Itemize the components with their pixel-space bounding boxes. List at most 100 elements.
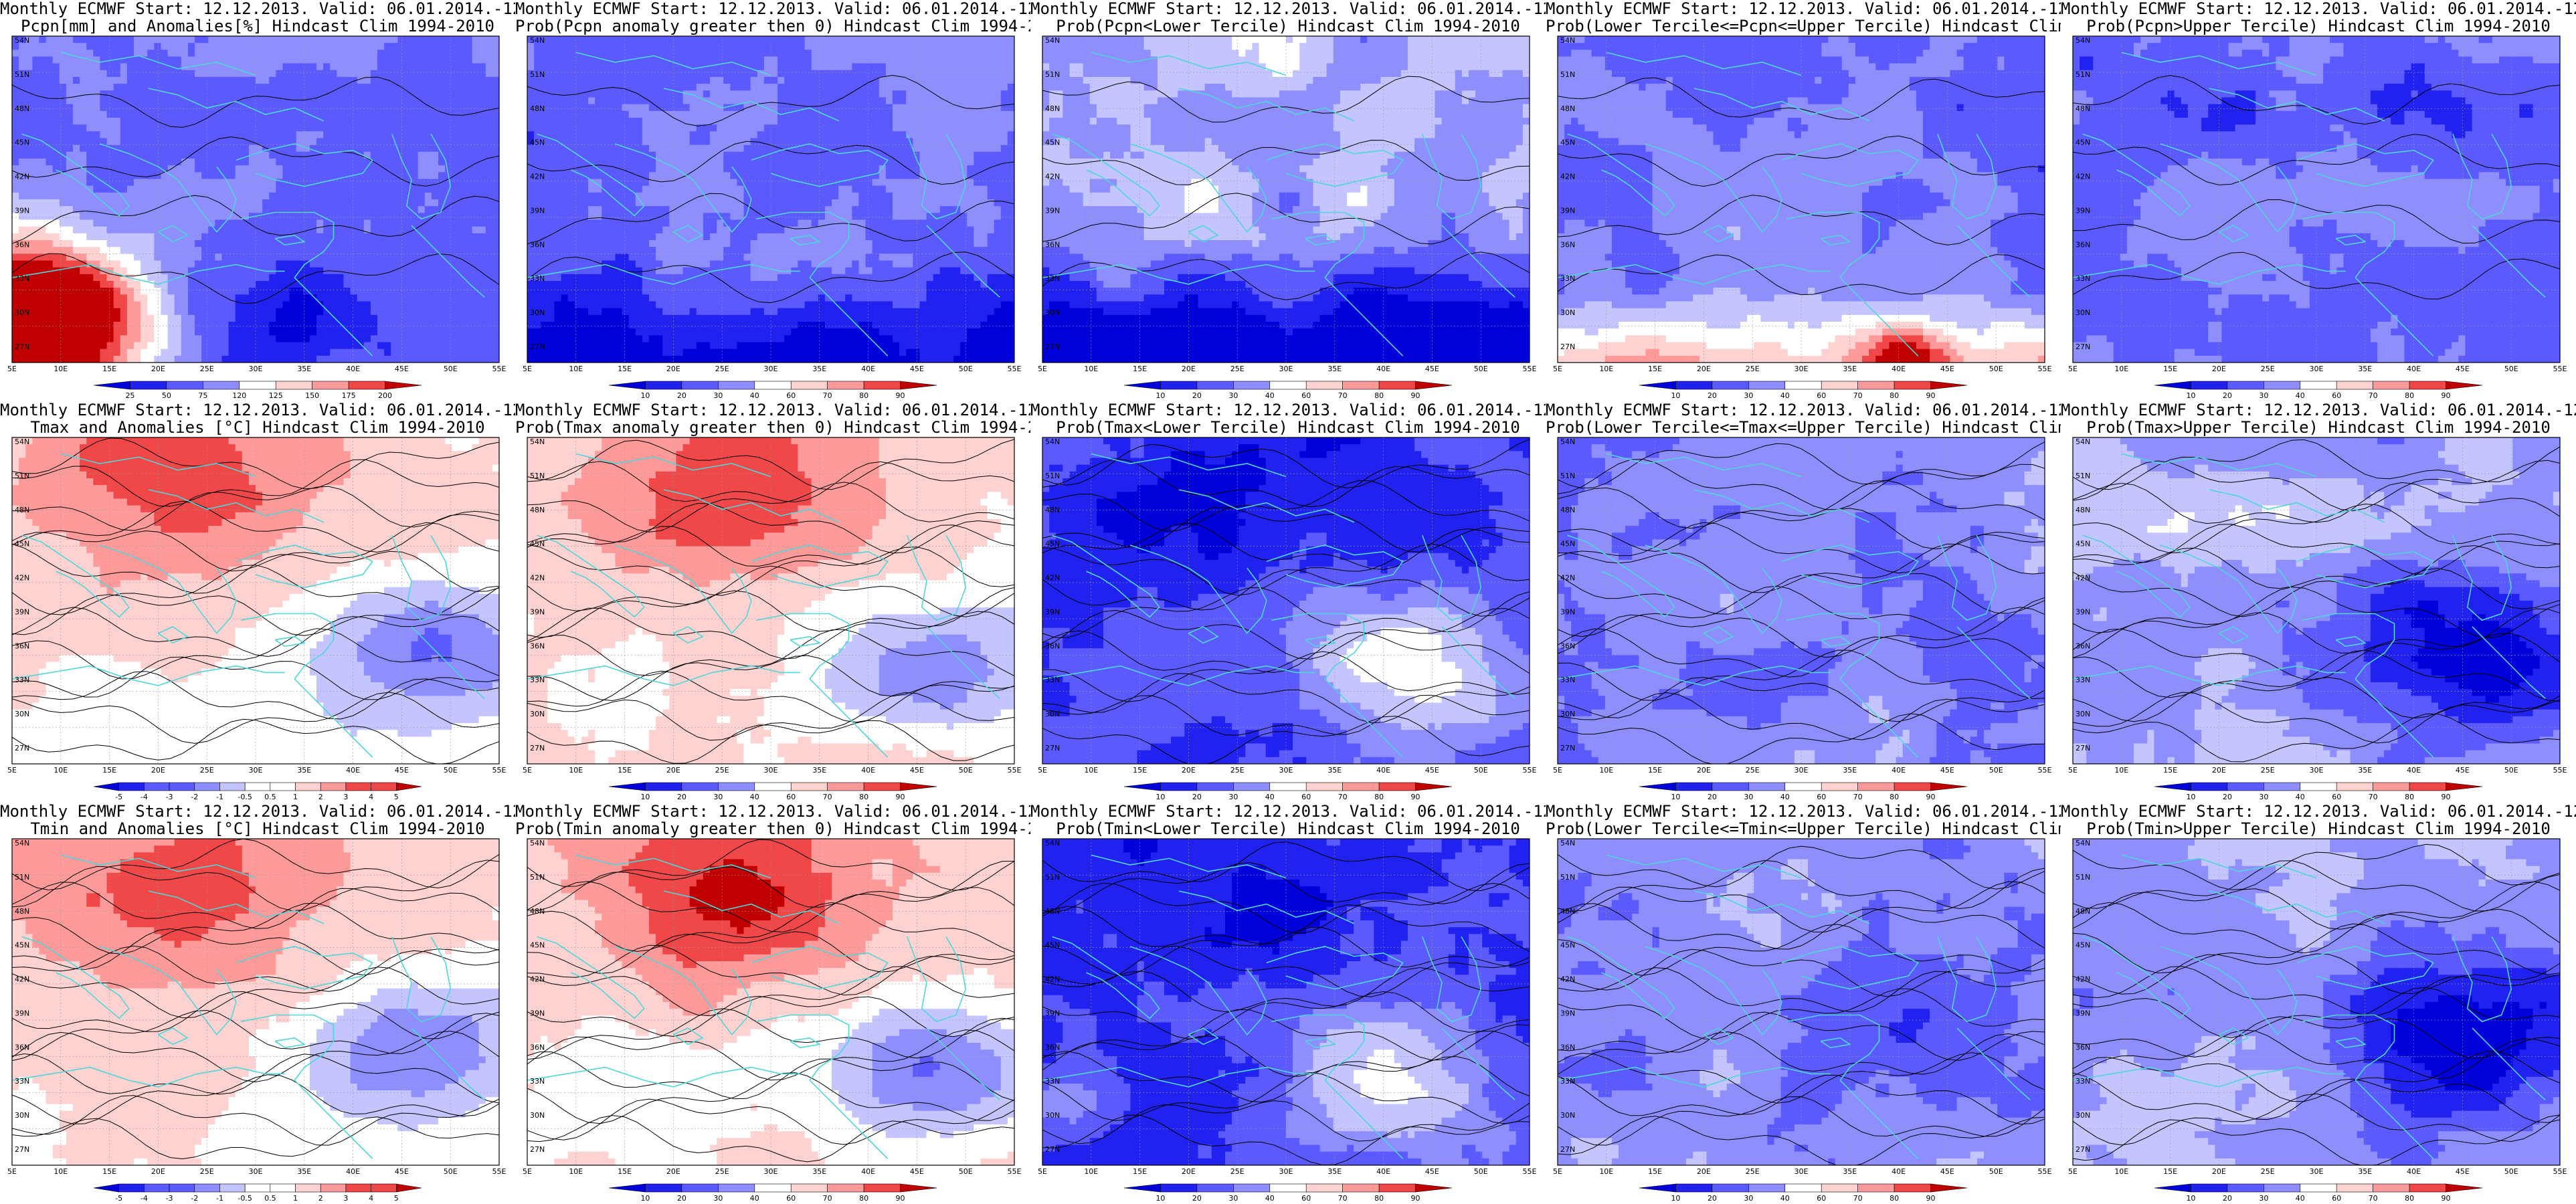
lat-tick-label: 33N	[1560, 676, 1575, 684]
lon-tick-label: 45E	[1940, 766, 1954, 775]
lat-tick-label: 42N	[15, 173, 29, 181]
colorbar-segment	[790, 381, 828, 390]
lon-tick-label: 50E	[444, 766, 458, 775]
lon-tick-label: 30E	[764, 365, 778, 373]
colorbar-label: -4	[141, 1194, 148, 1203]
field-layer	[2073, 437, 2560, 764]
colorbar-label: 10	[1156, 391, 1165, 400]
colorbar-label: 80	[1890, 1194, 1899, 1203]
lon-tick-label: 45E	[1425, 766, 1439, 775]
field-layer	[12, 839, 499, 1165]
lon-tick-label: 25E	[1746, 766, 1760, 775]
lat-tick-label: 33N	[15, 1077, 29, 1086]
lon-tick-label: 40E	[346, 766, 360, 775]
title-line-2: Prob(Lower Tercile<=Pcpn<=Upper Tercile)…	[1546, 17, 2061, 35]
colorbar-segment	[2191, 1183, 2228, 1193]
lon-tick-label: 55E	[2553, 365, 2567, 373]
lat-tick-label: 42N	[15, 574, 29, 583]
colorbar-label: 60	[1817, 391, 1826, 400]
colorbar-label: 30	[1228, 391, 1238, 400]
colorbar-segment	[608, 1183, 646, 1193]
colorbar-label: 40	[1265, 391, 1275, 400]
colorbar-segment	[1123, 782, 1161, 791]
colorbar-label: 20	[2223, 1194, 2232, 1203]
colorbar-segment	[1342, 381, 1380, 390]
contour-lines	[12, 437, 499, 764]
panel-tmax-prob-upper: Monthly ECMWF Start: 12.12.2013. Valid: …	[2061, 401, 2576, 803]
colorbar-segment	[239, 381, 276, 390]
lon-tick-label: 20E	[1697, 365, 1711, 373]
lon-tick-label: 30E	[1279, 1167, 1293, 1176]
lon-tick-label: 50E	[2504, 1167, 2518, 1176]
lon-tick-label: 30E	[249, 1167, 263, 1176]
colorbar-label: 70	[823, 1194, 832, 1203]
forecast-map: 5E 10E 15E 20E 25E 30E 35E 40E 45E 50E 55E 54N 51N 48…	[7, 35, 507, 400]
colorbar-segment	[1857, 1183, 1895, 1193]
colorbar-label: 10	[1156, 1194, 1165, 1203]
colorbar-segment	[396, 1183, 422, 1193]
lon-tick-label: 55E	[492, 766, 507, 775]
title-line-1: Monthly ECMWF Start: 12.12.2013. Valid: …	[1030, 803, 1546, 820]
lon-tick-label: 5E	[1553, 1167, 1562, 1176]
lon-tick-label: 10E	[1599, 365, 1613, 373]
panel-pcpn-prob-lower: Monthly ECMWF Start: 12.12.2013. Valid: …	[1030, 0, 1546, 401]
colorbar-label: 90	[1411, 793, 1420, 801]
colorbar-segment	[2191, 782, 2228, 791]
colorbar-label: 10	[2186, 793, 2195, 801]
contour-lines	[12, 839, 499, 1160]
contour-lines	[527, 839, 1014, 1163]
coastlines	[12, 453, 485, 758]
lat-tick-label: 33N	[530, 1077, 545, 1086]
colorbar-segment	[1305, 782, 1343, 791]
field-layer	[1558, 36, 2045, 363]
lat-tick-label: 36N	[1560, 641, 1575, 650]
colorbar-label: 60	[2332, 1194, 2341, 1203]
panel-tmax-prob-lower: Monthly ECMWF Start: 12.12.2013. Valid: …	[1030, 401, 1546, 803]
colorbar-segment	[681, 782, 719, 791]
lat-tick-label: 54N	[1045, 437, 1060, 446]
field-layer	[527, 36, 1014, 363]
lon-tick-label: 10E	[1084, 365, 1098, 373]
colorbar-segment	[144, 782, 170, 791]
colorbar-segment	[2409, 782, 2446, 791]
lon-tick-label: 5E	[2068, 1167, 2078, 1176]
colorbar-label: -4	[141, 793, 148, 801]
lon-tick-label: 35E	[2358, 365, 2372, 373]
lon-tick-label: 40E	[1376, 766, 1390, 775]
colorbar-segment	[244, 782, 271, 791]
coastlines	[2073, 52, 2546, 357]
colorbar-segment	[1784, 381, 1822, 390]
coastlines	[2073, 854, 2546, 1159]
colorbar-label: 40	[1780, 793, 1790, 801]
lat-tick-label: 42N	[1560, 975, 1575, 984]
panel-tmin-prob-gt0: Monthly ECMWF Start: 12.12.2013. Valid: …	[515, 803, 1030, 1204]
graticule	[527, 437, 1014, 764]
contour-lines	[1042, 841, 1530, 1165]
colorbar-segment	[754, 381, 792, 390]
lat-tick-label: 54N	[15, 839, 29, 847]
lat-tick-label: 48N	[15, 907, 29, 916]
colorbar-segment	[144, 1183, 170, 1193]
lat-tick-label: 39N	[1045, 1009, 1060, 1017]
lon-tick-label: 25E	[2261, 365, 2275, 373]
forecast-map: 5E 10E 15E 20E 25E 30E 35E 40E 45E 50E 55E 54N 51N 48…	[1553, 35, 2052, 400]
title-line-2: Pcpn[mm] and Anomalies[%] Hindcast Clim …	[0, 17, 515, 35]
map-frame	[527, 35, 1015, 363]
lon-tick-label: 5E	[7, 1167, 17, 1176]
colorbar-label: 70	[2369, 391, 2378, 400]
colorbar-label: 70	[2369, 793, 2378, 801]
lon-tick-label: 45E	[1425, 365, 1439, 373]
field-layer	[1042, 839, 1530, 1165]
colorbar-segment	[270, 782, 296, 791]
title-line-1: Monthly ECMWF Start: 12.12.2013. Valid: …	[0, 0, 515, 17]
colorbar-segment	[790, 1183, 828, 1193]
colorbar-label: 30	[713, 793, 723, 801]
colorbar-label: 40	[1780, 1194, 1790, 1203]
colorbar-segment	[718, 1183, 755, 1193]
contour-lines	[2073, 439, 2560, 763]
colorbar-segment	[396, 782, 422, 791]
lat-tick-label: 51N	[530, 70, 545, 79]
lat-tick-label: 48N	[530, 907, 545, 916]
colorbar-segment	[1748, 1183, 1786, 1193]
lon-tick-label: 25E	[200, 1167, 214, 1176]
